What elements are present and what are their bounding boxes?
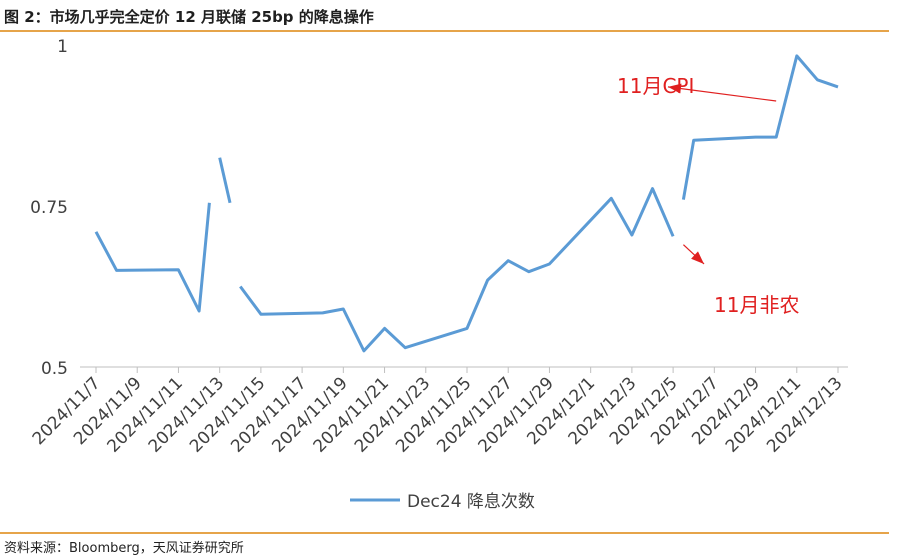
y-tick-label: 1: [57, 37, 68, 57]
legend: Dec24 降息次数: [350, 492, 535, 512]
y-tick-label: 0.5: [41, 359, 68, 379]
annotation-arrowhead: [691, 251, 704, 264]
y-axis-labels: 0.5 0.75 1: [30, 37, 68, 379]
series-line-segment: [94, 202, 211, 313]
bottom-rule: [0, 532, 889, 534]
source-note: 资料来源：Bloomberg，天风证券研究所: [4, 541, 244, 556]
series-line-segment: [239, 187, 675, 353]
top-rule: [0, 30, 889, 32]
annotations-group: 11月CPI 11月非农: [617, 74, 799, 317]
x-axis-ticks: [95, 367, 839, 373]
legend-label: Dec24 降息次数: [407, 492, 535, 512]
annotation-arrowhead: [668, 83, 682, 94]
x-axis-labels: 2024/11/72024/11/92024/11/112024/11/1320…: [29, 373, 847, 456]
line-chart: 0.5 0.75 1 2024/11/72024/11/92024/11/11202…: [29, 37, 848, 512]
y-tick-label: 0.75: [30, 198, 68, 218]
chart-title: 图 2：市场几乎完全定价 12 月联储 25bp 的降息操作: [4, 8, 374, 26]
annotation-label: 11月非农: [714, 293, 799, 317]
annotation-label: 11月CPI: [617, 74, 694, 98]
annotation-arrow: [667, 86, 777, 102]
series-line-segment: [218, 157, 232, 204]
series-line-segment: [681, 54, 839, 200]
series-group: [94, 54, 839, 353]
